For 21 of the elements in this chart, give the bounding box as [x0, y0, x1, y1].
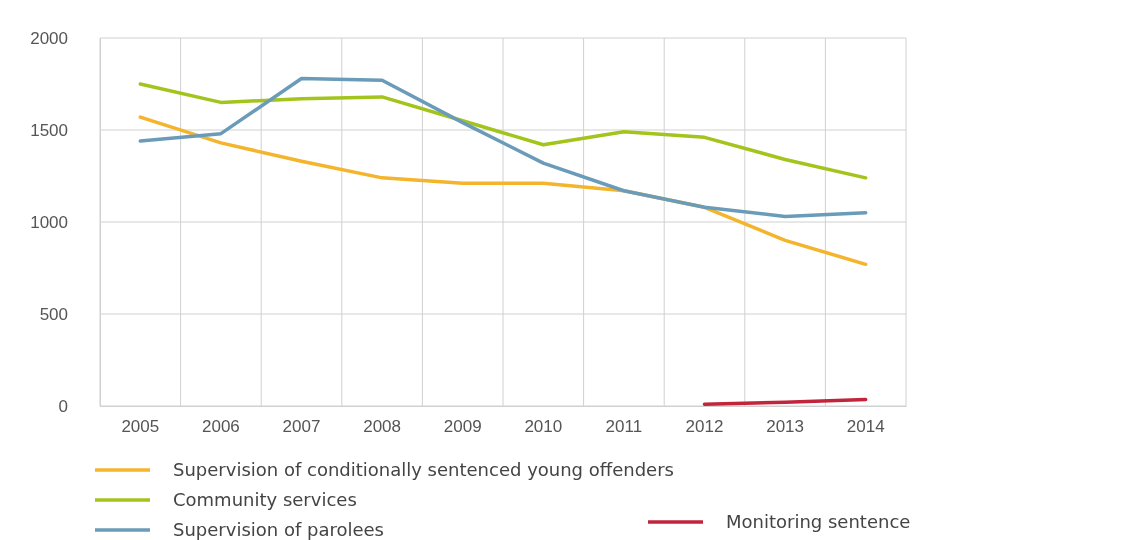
x-tick-label: 2014	[846, 417, 885, 437]
y-tick-label: 500	[39, 304, 68, 324]
x-tick-label: 2008	[363, 417, 402, 437]
legend-label: Monitoring sentence	[726, 511, 911, 532]
y-tick-label: 0	[58, 396, 68, 416]
x-tick-label: 2007	[282, 417, 321, 437]
x-tick-label: 2009	[443, 417, 482, 437]
x-tick-label: 2011	[605, 417, 643, 437]
x-tick-label: 2005	[121, 417, 160, 437]
x-tick-label: 2006	[201, 417, 240, 437]
line-series	[138, 82, 868, 180]
x-tick-label: 2012	[685, 417, 724, 437]
legend-label: Community services	[173, 489, 357, 510]
x-tick-label: 2010	[524, 417, 563, 437]
legend-label: Supervision of parolees	[173, 519, 384, 540]
legend-label: Supervision of conditionally sentenced young offenders	[173, 459, 674, 480]
y-tick-label: 1500	[30, 120, 68, 140]
line-series	[138, 76, 868, 219]
x-tick-label: 2013	[766, 417, 805, 437]
y-tick-label: 1000	[30, 212, 68, 232]
y-tick-label: 2000	[30, 28, 68, 48]
